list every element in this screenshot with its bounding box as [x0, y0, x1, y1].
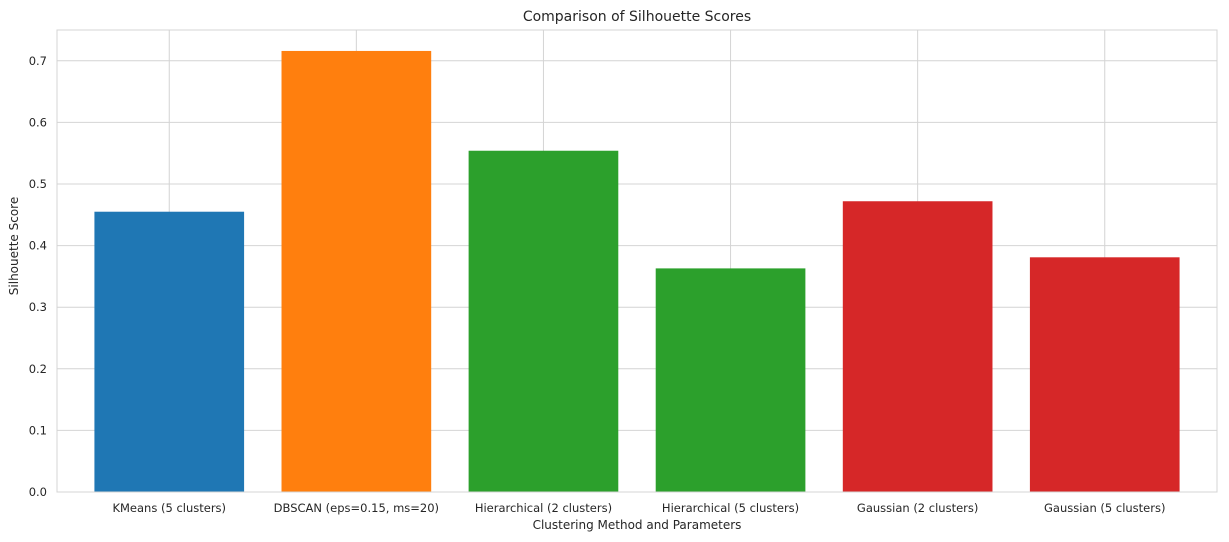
bar-6 — [1029, 257, 1180, 492]
y-tick-label: 0.2 — [29, 362, 47, 376]
x-axis-label: Clustering Method and Parameters — [533, 518, 742, 532]
x-tick-label: Gaussian (5 clusters) — [1044, 501, 1165, 515]
y-tick-label: 0.1 — [29, 423, 47, 437]
plot-frame — [56, 29, 1218, 493]
x-tick-label: Hierarchical (5 clusters) — [662, 501, 799, 515]
x-tick-label: Gaussian (2 clusters) — [857, 501, 978, 515]
y-tick-labels: 0.0 0.1 0.2 0.3 0.4 0.5 0.6 0.7 — [29, 54, 47, 499]
y-tick-label: 0.3 — [29, 300, 47, 314]
bar-5 — [842, 201, 993, 493]
y-tick-label: 0.4 — [29, 239, 47, 253]
y-tick-label: 0.5 — [29, 177, 47, 191]
bars — [94, 50, 1180, 493]
bar-4 — [655, 268, 806, 492]
x-tick-labels: KMeans (5 clusters) DBSCAN (eps=0.15, ms=… — [112, 501, 1165, 515]
x-tick-label: Hierarchical (2 clusters) — [475, 501, 612, 515]
bar-2 — [281, 50, 432, 492]
x-tick-label: KMeans (5 clusters) — [112, 501, 226, 515]
bar-3 — [468, 150, 619, 492]
y-axis-label: Silhouette Score — [7, 197, 21, 295]
y-tick-label: 0.6 — [29, 115, 47, 129]
y-tick-label: 0.0 — [29, 485, 47, 499]
x-tick-label: DBSCAN (eps=0.15, ms=20) — [274, 501, 439, 515]
y-tick-label: 0.7 — [29, 54, 47, 68]
chart-title: Comparison of Silhouette Scores — [523, 9, 751, 25]
bar-1 — [94, 211, 245, 492]
